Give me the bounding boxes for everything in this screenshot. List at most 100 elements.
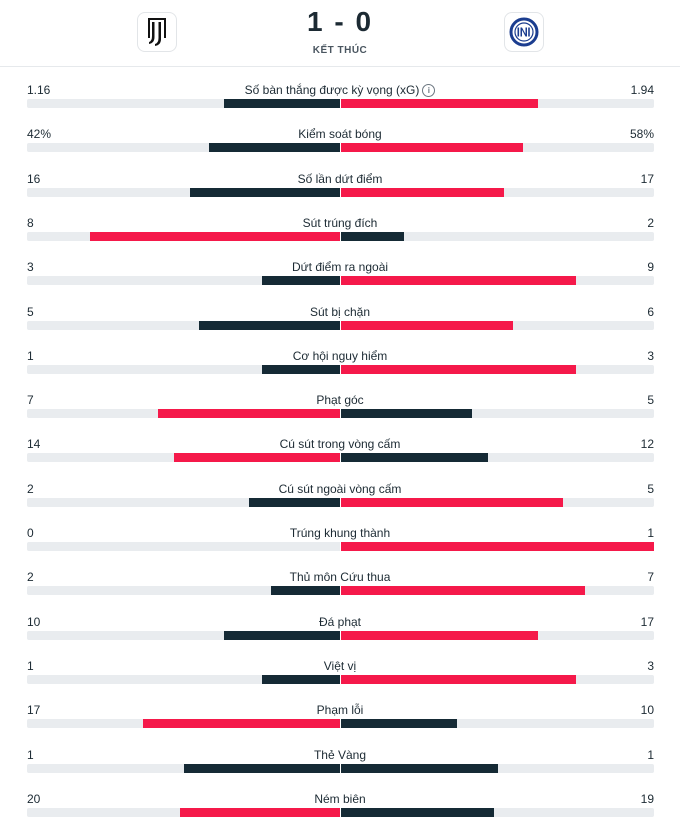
- stat-label-text: Ném biên: [314, 791, 366, 806]
- stat-row: 42% Kiểm soát bóng 58%: [0, 121, 680, 165]
- home-bar-track: [27, 453, 340, 463]
- home-bar: [249, 497, 340, 507]
- away-bar-track: [341, 187, 654, 197]
- away-bar: [341, 99, 539, 108]
- home-bar-track: [27, 542, 340, 551]
- inter-logo-icon: [509, 17, 539, 47]
- home-value: 2: [27, 481, 34, 496]
- stat-label: Sút bị chặn: [0, 305, 680, 319]
- stat-label-text: Thủ môn Cứu thua: [289, 570, 391, 585]
- home-value: 1: [27, 348, 34, 363]
- away-bar: [341, 143, 523, 153]
- home-bar-track: [27, 586, 340, 596]
- stat-label: Số bàn thắng được kỳ vọng (xG) i: [0, 83, 680, 98]
- away-bar-track: [341, 497, 654, 507]
- stat-label: Dứt điểm ra ngoài: [0, 260, 680, 274]
- stat-label-text: Cú sút ngoài vòng cấm: [278, 481, 402, 496]
- away-value: 12: [640, 437, 654, 452]
- stat-row: 5 Sút bị chặn 6: [0, 299, 680, 343]
- home-bar: [208, 143, 340, 153]
- home-bar: [142, 719, 340, 729]
- stat-row: 20 Ném biên 19: [0, 786, 680, 830]
- stat-label: Cú sút trong vòng cấm: [0, 437, 680, 451]
- stat-row: 7 Phạt góc 5: [0, 387, 680, 431]
- home-value: 42%: [27, 127, 52, 142]
- home-value: 14: [27, 437, 41, 452]
- home-bar: [261, 276, 340, 286]
- home-value: 7: [27, 393, 34, 408]
- home-bar-track: [27, 674, 340, 684]
- home-value: 10: [27, 614, 41, 629]
- away-bar: [341, 674, 576, 684]
- home-bar-track: [27, 99, 340, 108]
- match-header: 1 - 0 KẾT THÚC: [0, 0, 680, 67]
- away-bar-track: [341, 320, 654, 330]
- away-bar: [341, 453, 489, 463]
- stat-row: 2 Cú sút ngoài vòng cấm 5: [0, 476, 680, 520]
- away-bar: [341, 763, 498, 773]
- away-team-logo[interactable]: [504, 12, 544, 52]
- away-bar-track: [341, 763, 654, 773]
- away-bar-track: [341, 453, 654, 463]
- stat-label: Đá phạt: [0, 615, 680, 629]
- info-icon[interactable]: i: [422, 84, 436, 98]
- away-value: 3: [647, 348, 654, 363]
- away-bar-track: [341, 143, 654, 153]
- away-value: 1: [647, 747, 654, 762]
- stat-label-text: Sút bị chặn: [309, 304, 371, 319]
- home-bar: [183, 763, 340, 773]
- away-value: 1: [647, 526, 654, 540]
- away-bar-track: [341, 630, 654, 640]
- away-bar-track: [341, 807, 654, 817]
- away-bar: [341, 364, 576, 374]
- home-bar-track: [27, 320, 340, 330]
- home-bar-track: [27, 364, 340, 374]
- home-bar-track: [27, 276, 340, 286]
- stat-label-text: Cơ hội nguy hiểm: [292, 348, 388, 363]
- away-value: 17: [640, 614, 654, 629]
- home-bar: [89, 231, 340, 241]
- stat-row: 1 Cơ hội nguy hiểm 3: [0, 343, 680, 387]
- away-bar-track: [341, 99, 654, 108]
- home-value: 17: [27, 703, 41, 718]
- home-bar-track: [27, 187, 340, 197]
- away-bar: [341, 630, 539, 640]
- away-value: 7: [647, 570, 654, 585]
- match-score: 1 - 0: [306, 6, 374, 37]
- stat-label-text: Việt vị: [323, 658, 357, 673]
- stat-label-text: Số lần dứt điểm: [297, 171, 383, 186]
- match-status: KẾT THÚC: [312, 45, 368, 56]
- home-bar: [271, 586, 340, 596]
- stat-label: Trúng khung thành: [0, 526, 680, 540]
- home-bar: [224, 630, 340, 640]
- home-bar-track: [27, 409, 340, 419]
- home-value: 2: [27, 570, 34, 585]
- stat-label-text: Số bàn thắng được kỳ vọng (xG): [244, 83, 420, 97]
- home-bar: [174, 453, 340, 463]
- stat-row: 1 Việt vị 3: [0, 653, 680, 697]
- home-team-logo[interactable]: [137, 12, 177, 52]
- home-bar: [224, 99, 340, 108]
- stat-label: Cú sút ngoài vòng cấm: [0, 482, 680, 496]
- away-value: 17: [640, 171, 654, 186]
- away-value: 3: [647, 658, 654, 673]
- stat-row: 1 Thẻ Vàng 1: [0, 742, 680, 786]
- stat-row: 3 Dứt điểm ra ngoài 9: [0, 254, 680, 298]
- home-value: 1.16: [27, 83, 51, 97]
- home-bar: [189, 187, 340, 197]
- stat-row: 10 Đá phạt 17: [0, 609, 680, 653]
- home-bar-track: [27, 231, 340, 241]
- away-bar-track: [341, 409, 654, 419]
- home-value: 0: [27, 526, 34, 540]
- away-value: 10: [640, 703, 654, 718]
- stat-row: 8 Sút trúng đích 2: [0, 210, 680, 254]
- stat-row: 2 Thủ môn Cứu thua 7: [0, 564, 680, 608]
- stat-label: Ném biên: [0, 792, 680, 806]
- home-value: 1: [27, 658, 34, 673]
- stat-row: 1.16 Số bàn thắng được kỳ vọng (xG) i 1.94: [0, 77, 680, 121]
- away-value: 19: [640, 791, 654, 806]
- away-value: 1.94: [630, 83, 654, 97]
- stat-label-text: Dứt điểm ra ngoài: [291, 260, 389, 275]
- home-value: 20: [27, 791, 41, 806]
- away-bar: [341, 187, 504, 197]
